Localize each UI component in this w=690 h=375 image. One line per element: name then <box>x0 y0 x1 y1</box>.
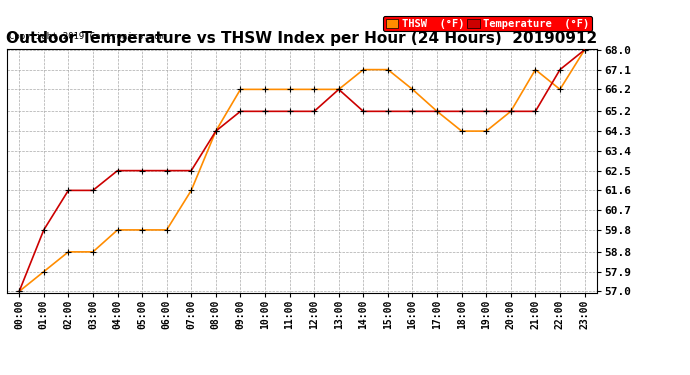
Title: Outdoor Temperature vs THSW Index per Hour (24 Hours)  20190912: Outdoor Temperature vs THSW Index per Ho… <box>6 31 598 46</box>
Text: Copyright 2019 Cartronics.com: Copyright 2019 Cartronics.com <box>9 32 165 41</box>
Legend: THSW  (°F), Temperature  (°F): THSW (°F), Temperature (°F) <box>384 16 591 32</box>
